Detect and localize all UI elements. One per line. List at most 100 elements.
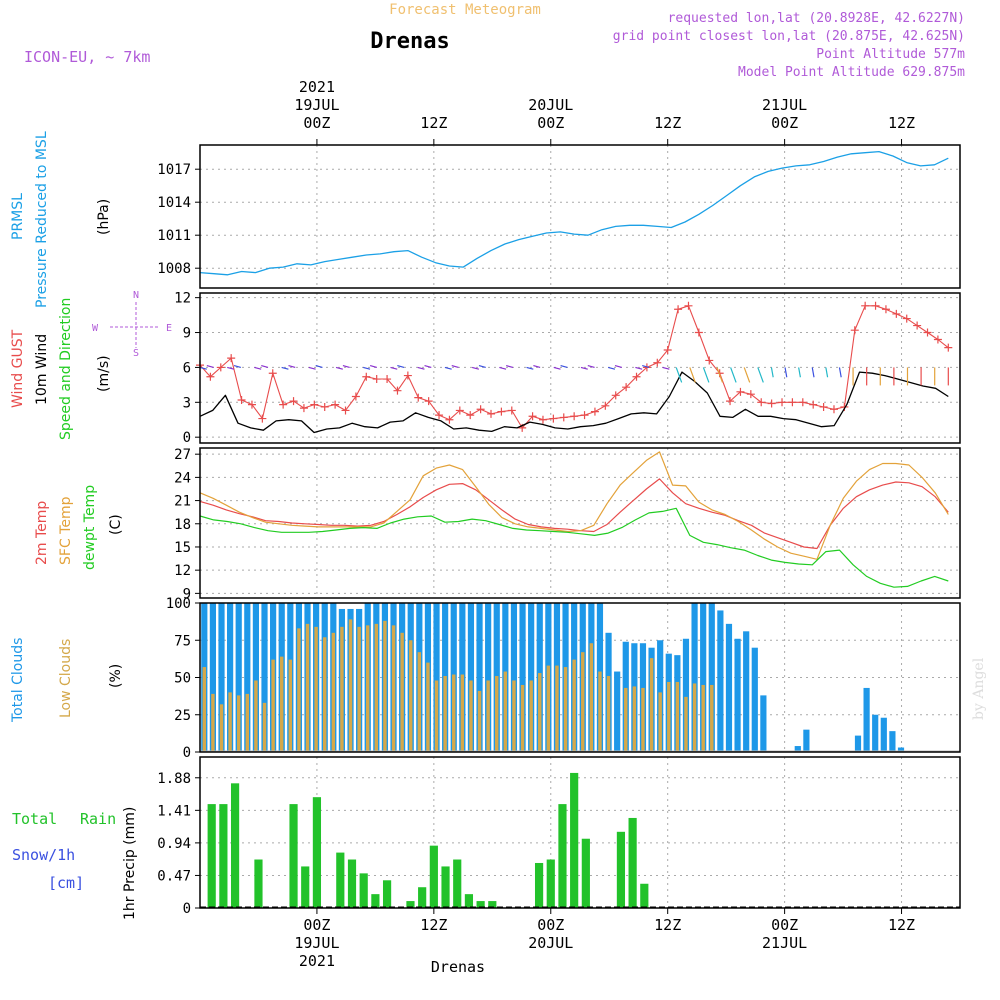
low-cloud-bar-14 xyxy=(323,637,327,752)
low-cloud-bar-33 xyxy=(486,680,490,752)
top-date-label-0: 19JUL xyxy=(294,96,339,114)
gust-marker-15 xyxy=(351,392,360,401)
top-hour-label-2: 00Z xyxy=(537,114,564,132)
rain-bar-0 xyxy=(207,804,216,908)
label-sfc-temp: SFC Temp xyxy=(58,496,74,565)
ytick-label-precip-0: 0 xyxy=(183,901,191,917)
ytick-label-temperature-5: 24 xyxy=(174,470,191,486)
bottom-hour-label-2: 00Z xyxy=(537,916,564,934)
rain-bar-15 xyxy=(382,880,392,908)
low-cloud-bar-5 xyxy=(245,693,250,752)
wind-arrow-1 xyxy=(206,365,214,368)
temp-dewpt-line xyxy=(199,507,949,588)
panel-temperature: 9 12 15 18 21 24 27 xyxy=(174,447,960,602)
label-low-clouds: Low Clouds xyxy=(58,639,74,718)
low-cloud-bar-29 xyxy=(452,674,456,752)
total-cloud-bar-36 xyxy=(510,603,518,752)
ytick-label-temperature-3: 18 xyxy=(174,517,191,533)
ytick-label-wind-1: 3 xyxy=(183,395,191,411)
panel-wind: 0 3 6 9 12 xyxy=(174,291,960,446)
top-hour-label-0: 00Z xyxy=(303,114,330,132)
label-total: Total xyxy=(12,810,57,828)
label-speed-dir: Speed and Direction xyxy=(58,298,74,440)
total-cloud-bar-32 xyxy=(476,603,483,752)
low-cloud-bar-58 xyxy=(701,684,705,752)
gust-marker-60 xyxy=(819,402,828,411)
rain-bar-4 xyxy=(254,859,263,908)
wind-arrow-2 xyxy=(227,366,235,370)
gust-marker-54 xyxy=(757,398,766,407)
low-cloud-bar-26 xyxy=(426,662,430,752)
low-cloud-bar-7 xyxy=(262,702,267,752)
total-cloud-bar-80 xyxy=(889,731,896,752)
low-cloud-bar-25 xyxy=(417,652,422,752)
top-hour-label-5: 12Z xyxy=(888,114,915,132)
top-year-label-0: 2021 xyxy=(299,78,335,96)
gust-marker-32 xyxy=(528,412,537,421)
rain-bar-11 xyxy=(336,852,345,908)
wind-arrow-46 xyxy=(825,367,829,378)
low-cloud-bar-34 xyxy=(495,676,499,752)
low-cloud-bar-23 xyxy=(400,632,404,752)
rain-bar-14 xyxy=(371,894,380,908)
label-rain: Rain xyxy=(80,810,116,828)
low-cloud-bar-57 xyxy=(692,683,697,752)
rain-bar-2 xyxy=(230,783,240,908)
gust-marker-6 xyxy=(258,414,267,423)
gust-marker-21 xyxy=(414,393,423,402)
ytick-label-clouds-4: 100 xyxy=(166,596,191,612)
gust-marker-37 xyxy=(580,411,589,420)
ytick-label-pressure-1: 1011 xyxy=(157,228,191,244)
rain-bar-23 xyxy=(476,901,485,908)
low-cloud-bar-6 xyxy=(254,680,258,752)
gust-marker-68 xyxy=(902,314,911,323)
wind-arrow-30 xyxy=(608,366,616,370)
low-cloud-bar-47 xyxy=(606,676,611,752)
total-cloud-bar-1 xyxy=(209,603,216,752)
rain-bar-32 xyxy=(581,838,590,908)
wind-line xyxy=(199,371,949,434)
wind-arrow-20 xyxy=(471,366,480,370)
wind-arrow-17 xyxy=(424,365,432,368)
wind-arrow-16 xyxy=(417,366,425,370)
temp-sfc-line xyxy=(199,451,949,560)
rain-bar-12 xyxy=(347,859,357,908)
low-cloud-bar-49 xyxy=(624,687,628,752)
cloud-labels: Total Clouds Low Clouds (%) xyxy=(10,638,124,723)
gust-marker-53 xyxy=(746,390,755,399)
gust-marker-11 xyxy=(310,400,319,409)
label-cm: [cm] xyxy=(48,874,84,892)
wind-arrow-39 xyxy=(730,367,737,383)
low-cloud-bar-56 xyxy=(684,696,688,752)
wind-arrow-38 xyxy=(716,367,724,383)
rain-bar-30 xyxy=(558,804,567,908)
rain-bar-19 xyxy=(429,845,438,908)
total-cloud-bar-63 xyxy=(743,631,750,752)
total-cloud-bar-79 xyxy=(880,717,887,752)
gust-marker-46 xyxy=(674,305,683,314)
total-cloud-bar-4 xyxy=(235,603,242,752)
wind-arrow-5 xyxy=(261,365,269,368)
gust-marker-47 xyxy=(684,301,693,310)
low-cloud-bar-53 xyxy=(658,692,662,752)
wind-arrow-33 xyxy=(642,365,650,368)
bottom-hour-label-0: 00Z xyxy=(303,916,330,934)
total-cloud-bar-58 xyxy=(700,603,707,752)
total-cloud-bar-3 xyxy=(227,603,234,752)
rain-bar-1 xyxy=(219,804,228,908)
low-cloud-bar-59 xyxy=(710,684,714,752)
label-dewpt-temp: dewpt Temp xyxy=(82,485,98,570)
wind-arrow-42 xyxy=(770,367,774,378)
rain-bar-18 xyxy=(418,887,427,908)
total-cloud-bar-62 xyxy=(734,638,741,752)
top-date-label-2: 20JUL xyxy=(528,96,573,114)
ytick-label-pressure-2: 1014 xyxy=(157,195,191,211)
gust-marker-49 xyxy=(705,356,714,365)
gust-marker-72 xyxy=(944,343,953,352)
low-cloud-bar-51 xyxy=(641,687,645,752)
rain-bar-20 xyxy=(441,866,450,908)
wind-arrow-21 xyxy=(478,365,486,368)
wind-arrow-29 xyxy=(587,365,595,368)
